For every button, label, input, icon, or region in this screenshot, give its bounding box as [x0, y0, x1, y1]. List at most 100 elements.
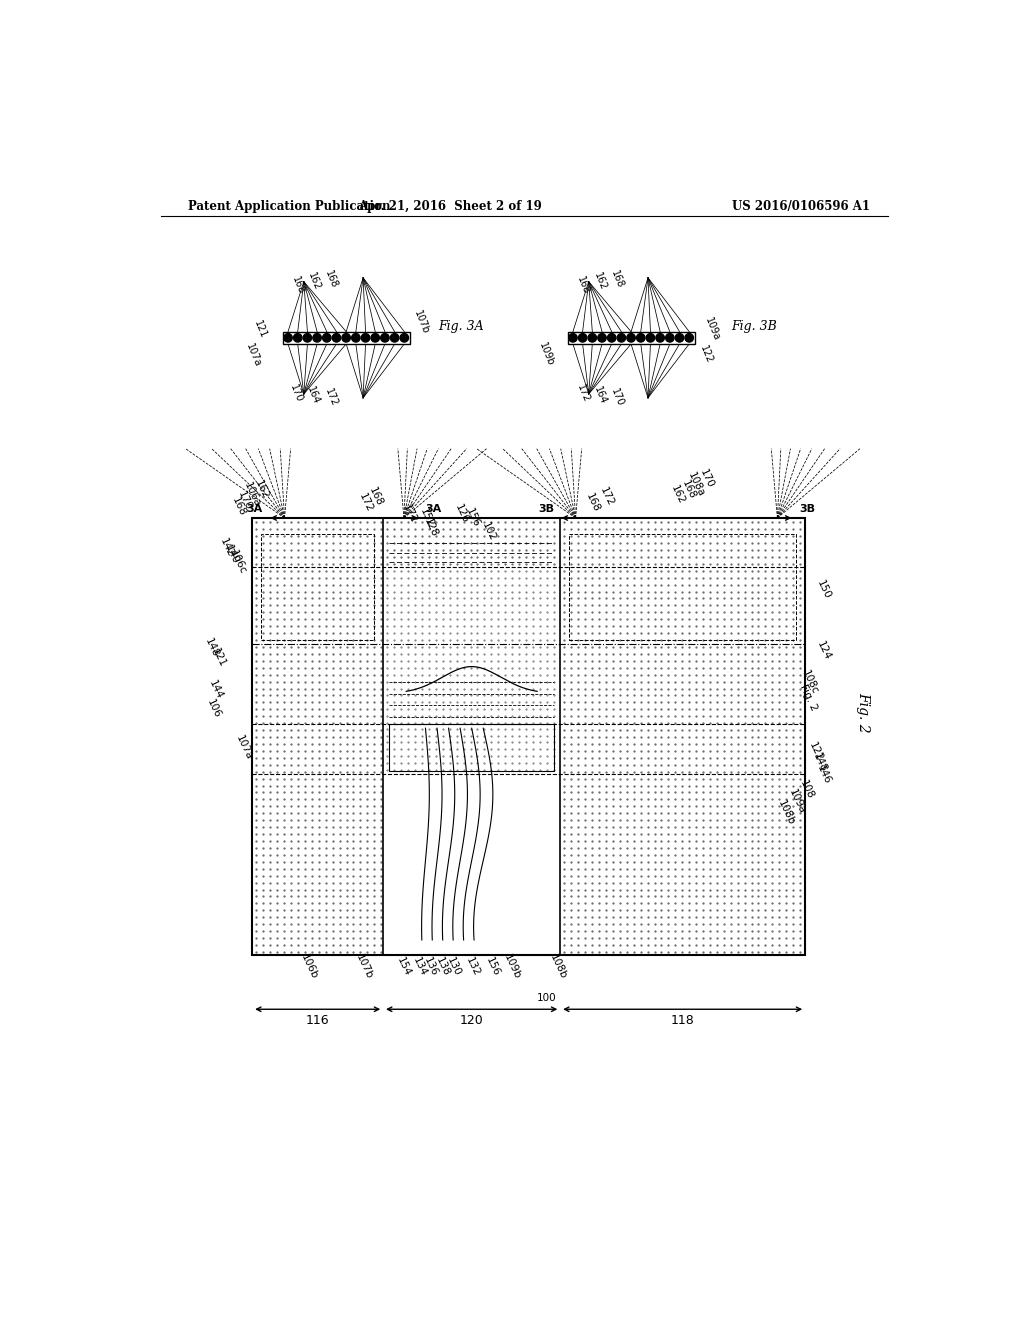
- Text: 107a: 107a: [234, 734, 255, 762]
- Circle shape: [351, 334, 360, 342]
- Circle shape: [284, 334, 292, 342]
- Text: 108b: 108b: [548, 953, 568, 981]
- Text: 162: 162: [253, 478, 270, 500]
- Text: 162: 162: [306, 271, 322, 292]
- Circle shape: [598, 334, 606, 342]
- Circle shape: [579, 334, 587, 342]
- Text: 118: 118: [671, 1014, 694, 1027]
- Text: 128: 128: [422, 517, 439, 539]
- Text: 107a: 107a: [245, 342, 263, 368]
- Text: 156: 156: [483, 956, 501, 978]
- Circle shape: [617, 334, 626, 342]
- Circle shape: [588, 334, 597, 342]
- Text: 168: 168: [575, 275, 592, 296]
- Circle shape: [371, 334, 380, 342]
- Text: 168: 168: [680, 478, 697, 500]
- Text: 121: 121: [252, 319, 268, 339]
- Bar: [252, 517, 805, 956]
- Text: 154: 154: [395, 956, 413, 978]
- Circle shape: [332, 334, 341, 342]
- Text: 152: 152: [418, 507, 436, 529]
- Text: 168: 168: [323, 269, 339, 289]
- Text: 156: 156: [465, 507, 482, 529]
- Text: 142: 142: [218, 536, 236, 558]
- Text: 120: 120: [460, 1014, 483, 1027]
- Circle shape: [607, 334, 615, 342]
- Text: 148: 148: [811, 751, 828, 774]
- Text: 168: 168: [229, 495, 247, 517]
- Circle shape: [675, 334, 684, 342]
- Text: 107b: 107b: [353, 953, 374, 981]
- Text: 138: 138: [434, 956, 452, 978]
- Text: 172: 172: [323, 387, 339, 408]
- Text: 116: 116: [306, 1014, 330, 1027]
- Text: 102: 102: [480, 521, 498, 543]
- Text: 106c: 106c: [228, 549, 248, 577]
- Text: 106: 106: [205, 698, 222, 719]
- Text: 124: 124: [815, 640, 833, 663]
- Text: 150: 150: [815, 578, 833, 601]
- Bar: [261, 535, 374, 640]
- Text: 172: 172: [598, 486, 615, 508]
- Text: 164: 164: [592, 385, 608, 407]
- Text: 126: 126: [453, 503, 470, 525]
- Circle shape: [294, 334, 302, 342]
- Circle shape: [637, 334, 645, 342]
- Text: 100: 100: [537, 993, 556, 1003]
- Bar: [389, 725, 554, 771]
- Text: US 2016/0106596 A1: US 2016/0106596 A1: [732, 199, 869, 213]
- Text: Apr. 21, 2016  Sheet 2 of 19: Apr. 21, 2016 Sheet 2 of 19: [358, 199, 542, 213]
- Text: 3A: 3A: [425, 504, 441, 515]
- Text: 107b: 107b: [413, 309, 431, 335]
- Text: 3B: 3B: [799, 504, 815, 515]
- Text: 109b: 109b: [502, 953, 522, 981]
- Text: 148: 148: [203, 636, 220, 659]
- Circle shape: [656, 334, 665, 342]
- Text: 168: 168: [609, 269, 626, 289]
- Text: 144: 144: [207, 678, 224, 701]
- Circle shape: [627, 334, 635, 342]
- Circle shape: [568, 334, 578, 342]
- Text: 168: 168: [367, 486, 384, 508]
- Text: 172: 172: [356, 491, 374, 513]
- Circle shape: [666, 334, 674, 342]
- Circle shape: [390, 334, 398, 342]
- Text: 109a: 109a: [786, 788, 807, 816]
- Text: 3A: 3A: [247, 504, 263, 515]
- Text: 162: 162: [669, 483, 686, 506]
- Text: 168: 168: [584, 491, 601, 513]
- Circle shape: [685, 334, 693, 342]
- Text: 162: 162: [592, 271, 608, 292]
- Text: 109b: 109b: [538, 342, 556, 368]
- Circle shape: [400, 334, 409, 342]
- Text: 106a: 106a: [242, 480, 262, 508]
- Text: 121: 121: [210, 647, 228, 668]
- Text: 172: 172: [401, 503, 419, 525]
- Circle shape: [381, 334, 389, 342]
- Text: 164: 164: [305, 385, 322, 407]
- Bar: [283, 331, 410, 345]
- Text: Fig. 3A: Fig. 3A: [438, 319, 484, 333]
- Circle shape: [323, 334, 331, 342]
- Text: Patent Application Publication: Patent Application Publication: [188, 199, 391, 213]
- Text: 172: 172: [575, 383, 592, 404]
- Text: 136: 136: [422, 956, 439, 978]
- Circle shape: [303, 334, 311, 342]
- Text: 132: 132: [465, 956, 482, 978]
- Circle shape: [342, 334, 350, 342]
- Circle shape: [646, 334, 654, 342]
- Text: 170: 170: [288, 383, 304, 404]
- Text: Fig. 2: Fig. 2: [798, 682, 818, 713]
- Text: Fig. 2: Fig. 2: [857, 693, 870, 733]
- Text: 3B: 3B: [538, 504, 554, 515]
- Text: 122: 122: [807, 741, 824, 763]
- Text: 170: 170: [609, 387, 626, 408]
- Text: 130: 130: [445, 956, 463, 978]
- Text: 168: 168: [291, 275, 306, 296]
- Text: 146: 146: [815, 763, 833, 785]
- Text: 134: 134: [411, 956, 428, 978]
- Text: 106b: 106b: [299, 953, 319, 981]
- Text: 170: 170: [236, 490, 253, 512]
- Text: 122: 122: [698, 345, 715, 366]
- Circle shape: [313, 334, 322, 342]
